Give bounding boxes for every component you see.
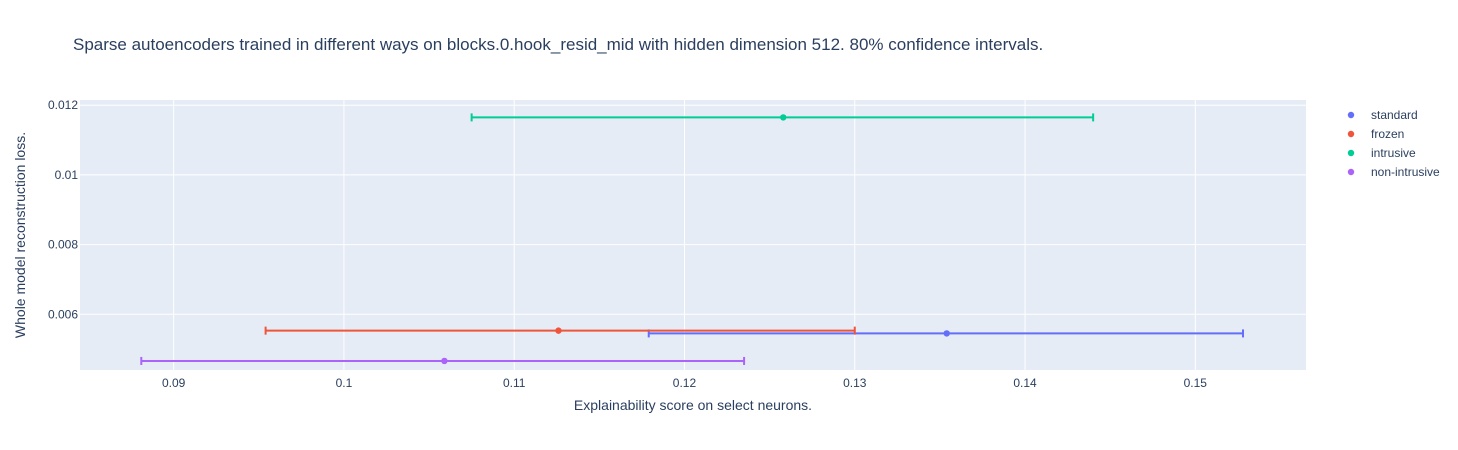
y-tick-label: 0.01 (55, 168, 79, 182)
x-tick-label: 0.12 (673, 376, 697, 390)
data-point (943, 330, 950, 337)
legend-label: frozen (1371, 127, 1404, 141)
gridlines (80, 100, 1306, 370)
chart-title: Sparse autoencoders trained in different… (73, 35, 1043, 54)
x-tick-label: 0.11 (503, 376, 526, 390)
data-point (555, 327, 562, 334)
plot-area (80, 100, 1306, 370)
y-tick-label: 0.012 (48, 98, 78, 112)
legend-marker (1347, 149, 1355, 157)
legend-label: non-intrusive (1371, 165, 1440, 179)
y-axis-ticks: 0.006 0.008 0.01 0.012 (48, 98, 78, 321)
series-frozen (264, 326, 856, 335)
data-series (140, 113, 1244, 365)
x-tick-label: 0.13 (843, 376, 867, 390)
legend: standard frozen intrusive non-intrusive (1347, 108, 1440, 179)
legend-marker (1347, 130, 1355, 138)
legend-marker (1347, 111, 1355, 119)
legend-label: intrusive (1371, 146, 1416, 160)
y-tick-label: 0.008 (48, 238, 78, 252)
x-axis-title: Explainability score on select neurons. (574, 397, 812, 413)
x-tick-label: 0.15 (1184, 376, 1208, 390)
data-point (441, 357, 448, 365)
data-point (780, 114, 787, 121)
y-tick-label: 0.006 (48, 307, 78, 321)
x-axis-ticks: 0.09 0.1 0.11 0.12 0.13 0.14 0.15 (162, 376, 1207, 390)
x-tick-label: 0.09 (162, 376, 186, 390)
series-intrusive (470, 113, 1095, 122)
series-non-intrusive (140, 356, 746, 365)
legend-marker (1347, 168, 1355, 176)
x-tick-label: 0.1 (336, 376, 353, 390)
legend-label: standard (1371, 108, 1418, 122)
y-axis-title: Whole model reconstruction loss. (12, 132, 28, 338)
series-standard (647, 329, 1244, 338)
x-tick-label: 0.14 (1013, 376, 1037, 390)
